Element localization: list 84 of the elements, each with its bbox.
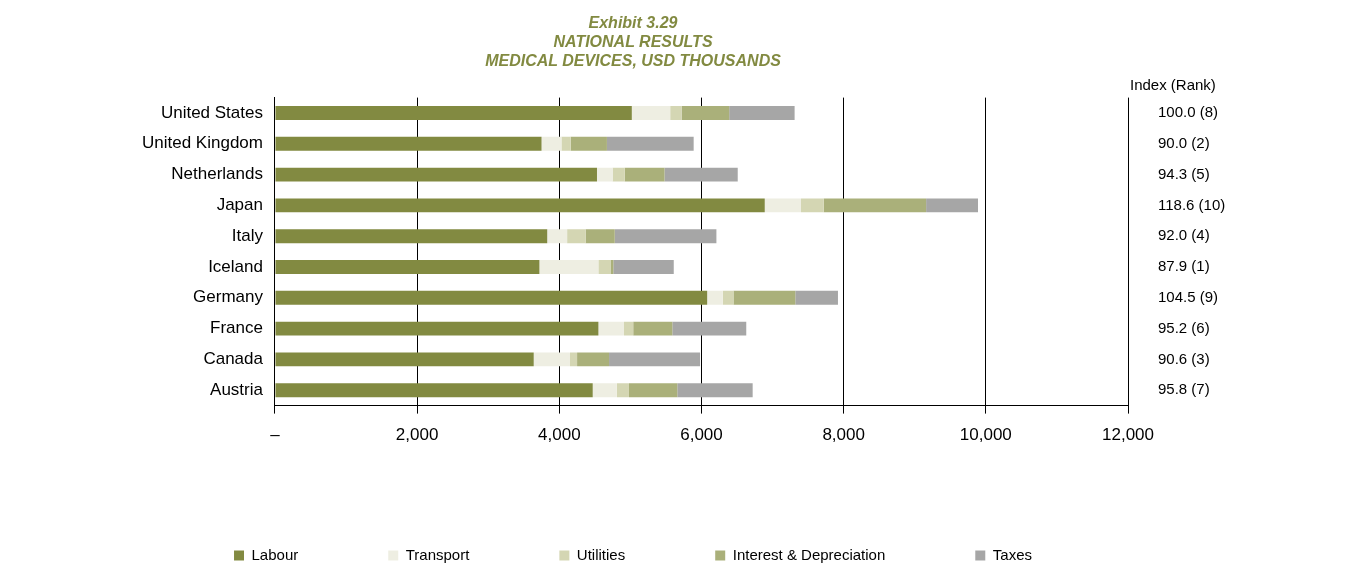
legend-label: Labour <box>251 545 299 563</box>
text: Index (Rank) <box>1130 75 1216 93</box>
text: 100.0 (8) <box>1158 103 1219 121</box>
y-tick-label: Italy <box>231 225 264 245</box>
text: 104.5 (9) <box>1158 287 1219 305</box>
bar <box>541 136 562 151</box>
text: 94.3 (5) <box>1158 164 1210 182</box>
bar <box>561 136 571 151</box>
bar <box>275 167 597 182</box>
bar <box>609 352 701 367</box>
y-tick-label: Netherlands <box>171 164 263 184</box>
x-tick-label: 10,000 <box>959 425 1012 445</box>
legend-label: Taxes <box>992 545 1032 563</box>
bar <box>592 383 617 398</box>
y-tick-label: Germany <box>193 287 264 307</box>
x-tick-label: 2,000 <box>395 425 439 445</box>
bar <box>275 136 542 151</box>
bar <box>616 383 629 398</box>
y-tick-label: Austria <box>210 379 264 399</box>
bar <box>707 290 723 305</box>
bar <box>596 167 613 182</box>
bar <box>610 260 614 274</box>
bar <box>628 383 678 398</box>
bar <box>612 167 625 182</box>
bar <box>275 352 534 367</box>
bar <box>764 198 801 213</box>
bar <box>598 321 624 336</box>
bar <box>801 198 824 213</box>
text: 90.6 (3) <box>1158 349 1210 367</box>
text: 90.0 (2) <box>1158 133 1210 151</box>
bar <box>624 321 634 336</box>
y-tick-label: United States <box>160 102 263 122</box>
x-tick-label: 6,000 <box>680 425 723 445</box>
bar <box>547 229 568 244</box>
text: 92.0 (4) <box>1158 226 1210 244</box>
legend-label: Utilities <box>576 545 626 563</box>
bar <box>631 106 671 120</box>
bar <box>275 229 548 244</box>
x-tick-label: 8,000 <box>822 425 865 445</box>
x-tick-label: – <box>270 425 281 445</box>
bar <box>533 352 570 367</box>
bar <box>624 167 665 182</box>
bar <box>733 290 796 305</box>
bar <box>823 198 927 213</box>
y-tick-label: United Kingdom <box>141 133 263 153</box>
bar <box>926 198 979 213</box>
bar <box>606 136 694 151</box>
bar <box>598 260 611 274</box>
bar <box>681 106 730 120</box>
bar <box>664 167 738 182</box>
bar <box>613 260 674 274</box>
legend-label: Interest & Depreciation <box>732 545 886 563</box>
x-tick-label: 12,000 <box>1102 425 1154 445</box>
bar <box>567 229 586 244</box>
bar <box>633 321 673 336</box>
bar <box>677 383 753 398</box>
y-tick-label: Iceland <box>208 256 263 276</box>
bar <box>275 260 540 274</box>
legend-label: Transport <box>405 545 471 563</box>
bar <box>672 321 747 336</box>
text: 95.2 (6) <box>1158 318 1210 336</box>
x-tick-label: 4,000 <box>538 425 581 445</box>
text: 95.8 (7) <box>1158 380 1210 398</box>
bar <box>670 106 682 120</box>
text: 118.6 (10) <box>1158 195 1226 213</box>
bar <box>729 106 795 120</box>
text: 87.9 (1) <box>1158 257 1210 275</box>
bar <box>614 229 717 244</box>
bar <box>275 106 632 120</box>
y-tick-label: Japan <box>216 195 263 215</box>
bar <box>722 290 734 305</box>
bar <box>795 290 838 305</box>
bar <box>275 383 593 398</box>
y-tick-label: Canada <box>203 349 264 369</box>
bar <box>585 229 615 244</box>
bar <box>275 198 765 213</box>
chart-title: Exhibit 3.29 NATIONAL RESULTS MEDICAL DEVICES, USD THOUSANDS <box>485 14 782 70</box>
bar <box>577 352 610 367</box>
bar <box>275 321 599 336</box>
bar <box>570 136 607 151</box>
y-tick-label: France <box>210 318 263 338</box>
bar <box>539 260 599 274</box>
bar <box>275 290 708 305</box>
bar <box>569 352 578 367</box>
